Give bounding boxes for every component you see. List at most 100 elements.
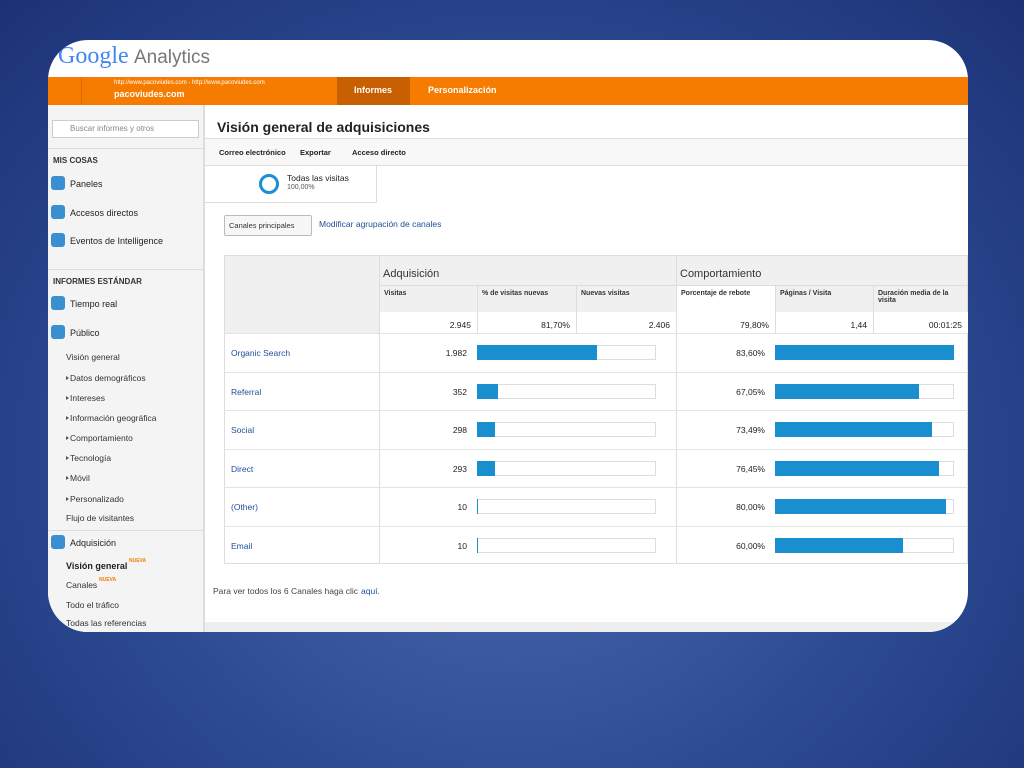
menu-icon xyxy=(51,176,65,190)
menu-item[interactable]: Todo el tráfico xyxy=(66,600,119,610)
menu-item[interactable]: Visión general xyxy=(66,352,120,362)
total-cell: 00:01:25 xyxy=(873,312,968,333)
menu-item: INFORMES ESTÁNDAR xyxy=(53,277,142,286)
menu-item[interactable]: Intereses xyxy=(70,393,105,403)
visits-cell: 293 xyxy=(379,448,477,487)
channel-name[interactable]: Organic Search xyxy=(231,348,291,358)
total-cell: 2.945 xyxy=(379,312,477,333)
segment-pct: 100,00% xyxy=(287,184,315,191)
segment-ring xyxy=(259,174,279,194)
bounce-bar xyxy=(775,499,947,514)
menu-icon xyxy=(51,233,65,247)
toolbar xyxy=(205,138,968,166)
visits-bar-box xyxy=(477,383,656,399)
total-cell: 1,44 xyxy=(775,312,873,333)
channel-name[interactable]: Email xyxy=(231,540,253,551)
expand-arrow xyxy=(66,376,69,380)
row-line xyxy=(224,333,968,334)
visits-bar xyxy=(477,499,478,514)
visits-bar xyxy=(477,383,499,399)
expand-arrow xyxy=(66,497,69,501)
expand-arrow xyxy=(66,476,69,480)
table-border xyxy=(224,255,968,564)
nav-tab[interactable]: Informes xyxy=(354,85,393,95)
visits-bar-box xyxy=(477,460,656,476)
menu-item[interactable]: Tecnología xyxy=(70,453,112,463)
visits-bar xyxy=(477,460,495,476)
total-cell: 2.406 xyxy=(576,312,676,333)
menu-item[interactable]: Paneles xyxy=(70,179,103,189)
visits-cell: 1.982 xyxy=(379,333,477,372)
column-header[interactable]: Páginas / Visita xyxy=(775,285,873,312)
screenshot: Google Analytics http://www.pacoviudes.com… xyxy=(48,40,968,632)
dim-column-line xyxy=(379,255,380,564)
search-placeholder: Buscar informes y otros xyxy=(70,124,155,133)
new-badge: NUEVA xyxy=(129,558,147,564)
row-line xyxy=(224,448,968,450)
column-header[interactable]: Nuevas visitas xyxy=(576,285,676,312)
segment-box xyxy=(205,166,377,203)
menu-icon xyxy=(51,205,65,219)
expand-arrow xyxy=(66,416,69,420)
visits-cell: 10 xyxy=(379,487,477,526)
bounce-cell: 60,00% xyxy=(736,540,765,551)
row-line xyxy=(224,371,968,373)
bounce-bar xyxy=(775,537,904,553)
menu-item[interactable]: Canales xyxy=(66,580,98,590)
expand-arrow xyxy=(66,436,69,440)
bounce-bar xyxy=(775,345,954,360)
column-header[interactable]: Duración media de la visita xyxy=(873,285,968,312)
menu-item[interactable]: Visión general xyxy=(66,561,128,571)
column-header[interactable]: Visitas xyxy=(379,285,477,312)
site-name: pacoviudes.com xyxy=(114,89,185,99)
menu-item[interactable]: Tiempo real xyxy=(70,299,118,309)
row-line xyxy=(224,410,968,411)
menu-item[interactable]: Personalizado xyxy=(70,494,124,504)
bounce-cell: 67,05% xyxy=(736,386,765,397)
column-header[interactable]: Porcentaje de rebote xyxy=(676,285,775,312)
toolbar-button[interactable]: Exportar xyxy=(300,148,331,157)
total-cell: 81,70% xyxy=(477,312,576,333)
search-box[interactable] xyxy=(52,120,199,138)
visits-bar xyxy=(477,422,496,437)
dropdown[interactable] xyxy=(224,215,312,236)
divider xyxy=(48,530,203,531)
menu-item[interactable]: Móvil xyxy=(70,473,90,483)
footer-note: Para ver todos los 6 Canales haga clic xyxy=(213,586,359,596)
expand-arrow xyxy=(66,396,69,400)
menu-item[interactable]: Eventos de Intelligence xyxy=(70,236,164,246)
nav-tab[interactable]: Personalización xyxy=(428,85,497,95)
channel-name[interactable]: (Other) xyxy=(231,502,258,512)
toolbar-button[interactable]: Correo electrónico xyxy=(219,148,286,157)
channel-name[interactable]: Referral xyxy=(231,386,262,397)
group-header: Comportamiento xyxy=(680,268,762,280)
menu-icon xyxy=(51,325,65,339)
visits-bar-box xyxy=(477,422,656,437)
visits-cell: 10 xyxy=(379,525,477,564)
total-cell: 79,80% xyxy=(676,312,775,333)
toolbar-button[interactable]: Acceso directo xyxy=(352,148,406,157)
active-tab xyxy=(337,77,410,105)
visits-bar-box xyxy=(477,537,656,553)
menu-item[interactable]: Flujo de visitantes xyxy=(66,513,135,523)
menu-item[interactable]: Accesos directos xyxy=(70,208,139,218)
home-button[interactable] xyxy=(48,77,82,105)
dropdown-link[interactable]: Modificar agrupación de canales xyxy=(319,219,442,229)
segment-name: Todas las visitas xyxy=(287,173,349,183)
menu-item[interactable]: Información geográfica xyxy=(70,413,157,423)
site-url: http://www.pacoviudes.com - http://www.p… xyxy=(114,80,265,86)
bounce-cell: 76,45% xyxy=(736,463,765,474)
channel-name[interactable]: Direct xyxy=(231,463,254,474)
bounce-bar xyxy=(775,460,939,476)
dropdown-label: Canales principales xyxy=(229,221,295,230)
channel-name[interactable]: Social xyxy=(231,425,255,435)
column-header[interactable]: % de visitas nuevas xyxy=(477,285,576,312)
menu-item[interactable]: Comportamiento xyxy=(70,433,133,443)
menu-item[interactable]: Datos demográficos xyxy=(70,373,146,383)
menu-item[interactable]: Todas las referencias xyxy=(66,618,147,628)
menu-item[interactable]: Público xyxy=(70,328,100,338)
bounce-cell: 83,60% xyxy=(736,348,765,358)
menu-item[interactable]: Adquisición xyxy=(70,538,117,548)
footer-link[interactable]: aquí. xyxy=(361,586,380,596)
visits-cell: 352 xyxy=(379,371,477,410)
